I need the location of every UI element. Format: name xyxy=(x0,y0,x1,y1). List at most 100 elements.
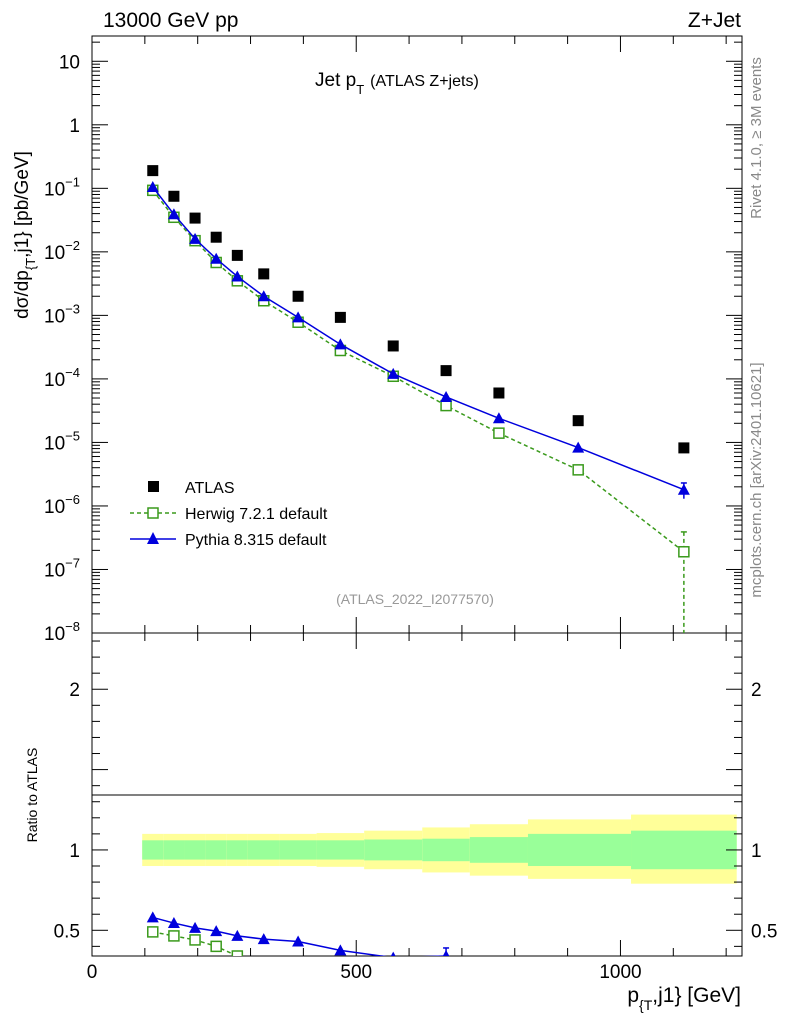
ratio-y-tick-label: 0.5 xyxy=(54,921,80,942)
pythia-point xyxy=(257,933,270,945)
herwig-point xyxy=(189,934,201,946)
tick-mantissa: 10 xyxy=(59,52,80,73)
pythia-point xyxy=(572,441,585,453)
tick-exponent: −8 xyxy=(65,619,80,634)
pythia-point xyxy=(146,180,159,192)
series-line xyxy=(152,186,685,491)
ratio-y-tick-label-right: 2 xyxy=(751,680,762,701)
tick-mantissa: 1 xyxy=(69,116,80,137)
atlas-point xyxy=(292,290,304,302)
pythia-point xyxy=(387,367,400,379)
main-y-tick-label: 1 xyxy=(69,116,80,137)
ratio-y-axis-label: Ratio to ATLAS xyxy=(24,748,40,843)
atlas-point xyxy=(168,190,180,202)
main-y-axis-label: dσ/dp{T,j1} [pb/GeV] xyxy=(12,151,38,319)
mcplots-label: mcplots.cern.ch [arXiv:2401.10621] xyxy=(748,362,765,597)
plot-title: Jet pT (ATLAS Z+jets) xyxy=(315,70,479,97)
band-inner xyxy=(226,840,248,860)
x-axis-label-main: p xyxy=(627,984,639,1007)
band-inner xyxy=(184,840,206,860)
pythia-point xyxy=(334,944,347,956)
rivet-version-label: Rivet 4.1.0, ≥ 3M events xyxy=(748,57,765,219)
atlas-point xyxy=(678,442,690,454)
legend-atlas-marker xyxy=(148,481,159,492)
legend-herwig-marker xyxy=(147,507,159,519)
legend-herwig-label: Herwig 7.2.1 default xyxy=(185,506,328,523)
legend-pythia-marker xyxy=(147,532,159,544)
atlas-point xyxy=(258,268,270,280)
x-tick-label: 1000 xyxy=(599,962,641,983)
atlas-point xyxy=(493,387,505,399)
ratio-plot-frame xyxy=(91,632,743,957)
main-y-tick-label: 10−6 xyxy=(44,492,80,518)
tick-mantissa: 10 xyxy=(44,624,65,645)
plot-title-suffix: (ATLAS Z+jets) xyxy=(370,73,479,90)
ratio-uncertainty-bands xyxy=(142,814,737,884)
pythia-point xyxy=(292,935,305,947)
main-y-tick-label: 10−2 xyxy=(44,238,80,264)
herwig-point xyxy=(231,950,244,956)
main-y-tick-label: 10−8 xyxy=(44,619,80,645)
atlas-point xyxy=(189,212,201,224)
header-left: 13000 GeV pp xyxy=(103,9,238,32)
pythia-point xyxy=(257,290,270,302)
ratio-y-tick-label: 1 xyxy=(69,841,80,862)
atlas-point xyxy=(572,415,584,427)
tick-mantissa: 10 xyxy=(44,560,65,581)
band-inner xyxy=(469,837,528,863)
band-inner xyxy=(631,830,737,870)
main-y-tick-label: 10 xyxy=(59,52,80,73)
band-inner xyxy=(247,840,280,860)
tick-exponent: −5 xyxy=(65,428,80,443)
legend-atlas-label: ATLAS xyxy=(185,480,235,497)
pythia-point xyxy=(442,950,450,956)
pythia-point xyxy=(167,917,180,929)
ratio-y-tick-label-right: 1 xyxy=(751,841,762,862)
pythia-point xyxy=(189,232,202,244)
atlas-point xyxy=(231,249,243,261)
band-inner xyxy=(279,840,317,860)
series-line xyxy=(152,189,685,553)
pythia-point xyxy=(189,921,202,933)
band-inner xyxy=(364,839,423,861)
pythia-point xyxy=(210,925,223,937)
tick-mantissa: 10 xyxy=(44,306,65,327)
plot-title-main: Jet p xyxy=(315,70,356,91)
x-axis-label-suffix: ,j1} [GeV] xyxy=(652,984,741,1007)
pythia-point xyxy=(492,412,505,424)
herwig-point xyxy=(678,546,690,558)
main-y-tick-label: 10−4 xyxy=(44,365,80,391)
x-tick-label: 0 xyxy=(87,962,98,983)
x-tick-labels: 0 500 1000 xyxy=(87,962,642,983)
band-inner xyxy=(316,840,365,860)
main-y-axis-label-suffix: ,j1} [pb/GeV] xyxy=(12,151,33,258)
plot-title-sub: T xyxy=(356,82,364,97)
tick-exponent: −7 xyxy=(65,555,80,570)
pythia-point xyxy=(677,483,690,495)
main-y-tick-label: 10−3 xyxy=(44,301,80,327)
pythia-point xyxy=(390,951,396,956)
x-axis-label: p{T,j1} [GeV] xyxy=(627,984,741,1013)
herwig-point xyxy=(572,464,584,476)
herwig-point xyxy=(440,399,452,412)
ratio-y-tick-label: 2 xyxy=(69,680,80,701)
tick-mantissa: 10 xyxy=(44,179,65,200)
atlas-point xyxy=(387,340,399,352)
pythia-point xyxy=(146,911,159,923)
tick-mantissa: 10 xyxy=(44,243,65,264)
x-axis-label-sub: {T xyxy=(639,997,653,1013)
ratio-y-tick-label-right: 0.5 xyxy=(751,921,777,942)
main-y-tick-label: 10−5 xyxy=(44,428,80,454)
main-series xyxy=(146,165,690,633)
main-y-axis-label-sub: {T xyxy=(23,258,38,270)
pythia-point xyxy=(231,929,244,941)
band-inner xyxy=(527,833,632,867)
pythia-point xyxy=(167,208,180,220)
atlas-point xyxy=(147,165,159,177)
x-tick-label: 500 xyxy=(340,962,372,983)
atlas-point xyxy=(334,311,346,323)
herwig-point xyxy=(493,427,505,439)
legend: ATLAS Herwig 7.2.1 default Pythia 8.315 … xyxy=(130,480,328,549)
tick-mantissa: 10 xyxy=(44,433,65,454)
